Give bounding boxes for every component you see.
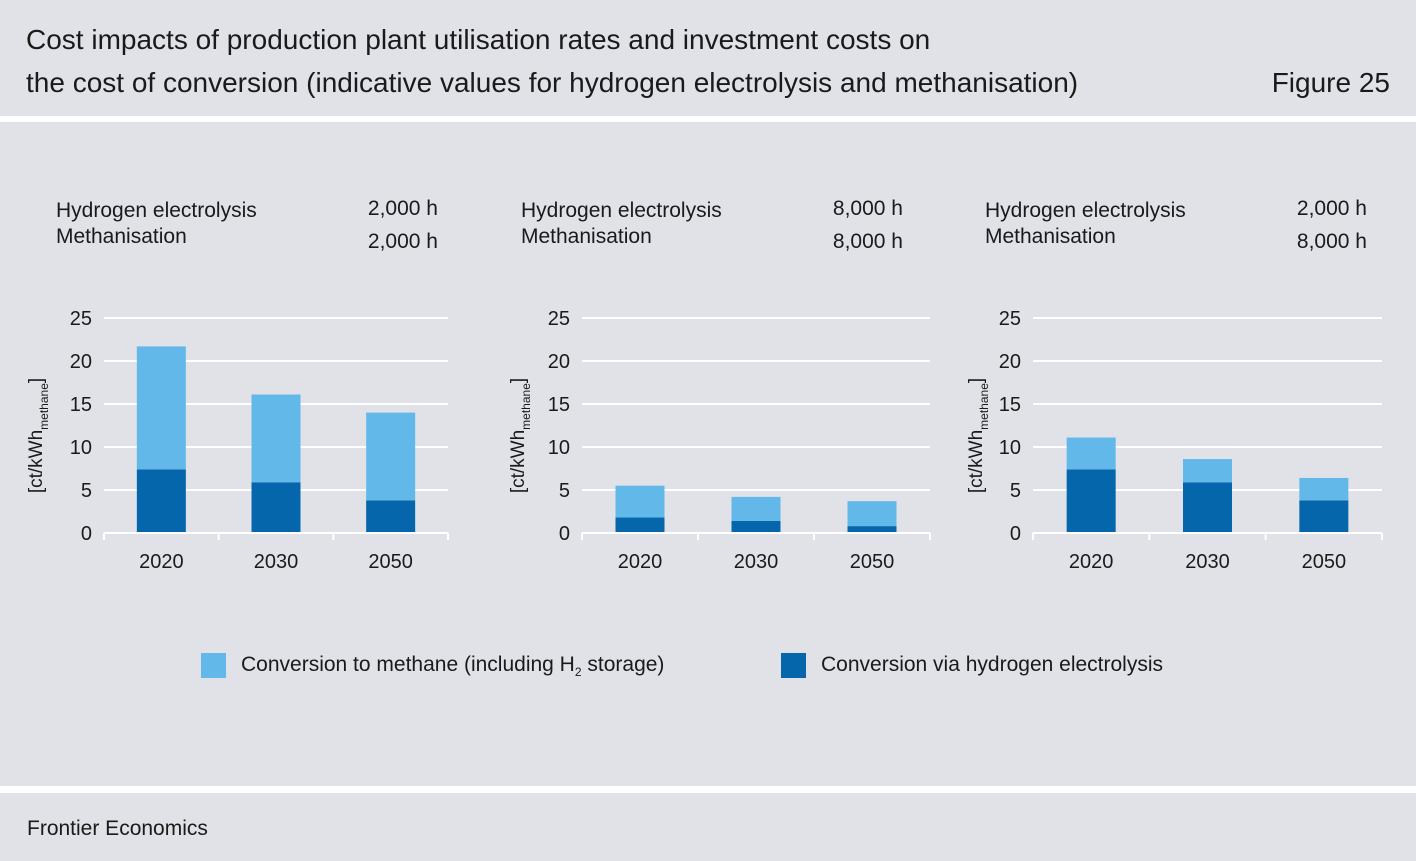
chart-3-ytick-label-25: 25 [999, 308, 1021, 330]
chart-1-bar-2050-electrolysis [366, 500, 416, 533]
panel-2-label-electrolysis: Hydrogen electrolysis [521, 199, 722, 222]
panel-1-value-electrolysis: 2,000 h [367, 197, 438, 220]
panel-1-label-electrolysis: Hydrogen electrolysis [56, 199, 257, 222]
chart-2-xtick-label-2050: 2050 [850, 551, 895, 573]
chart-1-bar-2050-methane [366, 412, 416, 501]
footer-band [0, 793, 1416, 861]
chart-3-bar-2020-electrolysis [1066, 469, 1116, 533]
chart-1-xtick-label-2050: 2050 [368, 551, 413, 573]
legend-swatch-methane [201, 653, 226, 678]
chart-2-y-axis-label: [ct/kWhmethane] [508, 378, 533, 493]
legend-label-methane-subscript: 2 [574, 665, 582, 680]
panel-header-3: Hydrogen electrolysis 2,000 h Methanisat… [985, 197, 1367, 257]
source-credit: Frontier Economics [27, 817, 208, 840]
chart-2-bar-2050-methane [847, 501, 897, 527]
chart-2-bar-2020-electrolysis [615, 517, 665, 533]
legend-swatch-electrolysis [781, 653, 806, 678]
chart-2-ytick-label-10: 10 [548, 437, 570, 459]
chart-1-ytick-label-10: 10 [70, 437, 92, 459]
chart-3-bar-2050-electrolysis [1299, 500, 1349, 533]
chart-3-bar-2020-methane [1066, 437, 1116, 470]
panel-2-label-methanisation: Methanisation [521, 225, 652, 248]
chart-1-bar-2020-electrolysis [136, 469, 186, 533]
panel-2-value-methanisation: 8,000 h [832, 230, 903, 253]
figure-title: Cost impacts of production plant utilisa… [26, 18, 1226, 104]
chart-3-xtick-label-2020: 2020 [1069, 551, 1114, 573]
chart-2-bar-2030-electrolysis [731, 520, 781, 533]
chart-1-ytick-label-0: 0 [81, 523, 92, 545]
chart-3-ytick-label-15: 15 [999, 394, 1021, 416]
chart-1-xtick-label-2030: 2030 [254, 551, 299, 573]
panel-3-value-methanisation: 8,000 h [1296, 230, 1367, 253]
chart-2-ytick-label-25: 25 [548, 308, 570, 330]
figure-title-line-1: Cost impacts of production plant utilisa… [26, 24, 931, 55]
chart-1-ytick-label-5: 5 [81, 480, 92, 502]
title-band [0, 0, 1416, 116]
chart-1-xtick-label-2020: 2020 [139, 551, 184, 573]
panel-header-2: Hydrogen electrolysis 8,000 h Methanisat… [521, 197, 903, 257]
panel-3-label-methanisation: Methanisation [985, 225, 1116, 248]
chart-2-bar-2050-electrolysis [847, 526, 897, 533]
chart-3-ytick-label-0: 0 [1010, 523, 1021, 545]
chart-band [0, 122, 1416, 786]
chart-1-ytick-label-25: 25 [70, 308, 92, 330]
chart-3-ytick-label-20: 20 [999, 351, 1021, 373]
figure-number: Figure 25 [1271, 67, 1390, 98]
chart-2-bar-2030-methane [731, 496, 781, 521]
chart-2-bar-2020-methane [615, 485, 665, 518]
chart-1-ytick-label-15: 15 [70, 394, 92, 416]
panel-1-label-methanisation: Methanisation [56, 225, 187, 248]
figure-title-line-2: the cost of conversion (indicative value… [26, 67, 1079, 98]
chart-2-ytick-label-5: 5 [559, 480, 570, 502]
chart-3-bar-2030-methane [1183, 459, 1232, 483]
legend-label-methane: Conversion to methane (including H2 stor… [241, 651, 664, 686]
panel-2-value-electrolysis: 8,000 h [832, 197, 903, 220]
panel-3-label-electrolysis: Hydrogen electrolysis [985, 199, 1186, 222]
chart-3-ytick-label-10: 10 [999, 437, 1021, 459]
chart-3-xtick-label-2030: 2030 [1185, 551, 1230, 573]
chart-2-ytick-label-15: 15 [548, 394, 570, 416]
chart-3-bar-2050-methane [1299, 477, 1349, 501]
panel-header-1: Hydrogen electrolysis 2,000 h Methanisat… [56, 197, 438, 257]
chart-2-xtick-label-2030: 2030 [734, 551, 779, 573]
chart-2-ytick-label-0: 0 [559, 523, 570, 545]
chart-3-xtick-label-2050: 2050 [1302, 551, 1347, 573]
chart-3-ytick-label-5: 5 [1010, 480, 1021, 502]
chart-3-bar-2030-electrolysis [1183, 482, 1232, 533]
chart-1-bar-2020-methane [136, 346, 186, 470]
chart-3-y-axis-label: [ct/kWhmethane] [966, 378, 991, 493]
panel-1-value-methanisation: 2,000 h [367, 230, 438, 253]
legend-label-electrolysis: Conversion via hydrogen electrolysis [821, 653, 1163, 676]
chart-1-bar-2030-electrolysis [251, 482, 301, 533]
chart-1-ytick-label-20: 20 [70, 351, 92, 373]
legend-label-methane-part-2: storage) [581, 653, 665, 676]
chart-2-xtick-label-2020: 2020 [618, 551, 663, 573]
legend-label-methane-part-1: Conversion to methane (including H [241, 653, 575, 676]
panel-3-value-electrolysis: 2,000 h [1296, 197, 1367, 220]
chart-1-y-axis-label: [ct/kWhmethane] [26, 378, 51, 493]
chart-1-bar-2030-methane [251, 394, 301, 483]
chart-2-ytick-label-20: 20 [548, 351, 570, 373]
